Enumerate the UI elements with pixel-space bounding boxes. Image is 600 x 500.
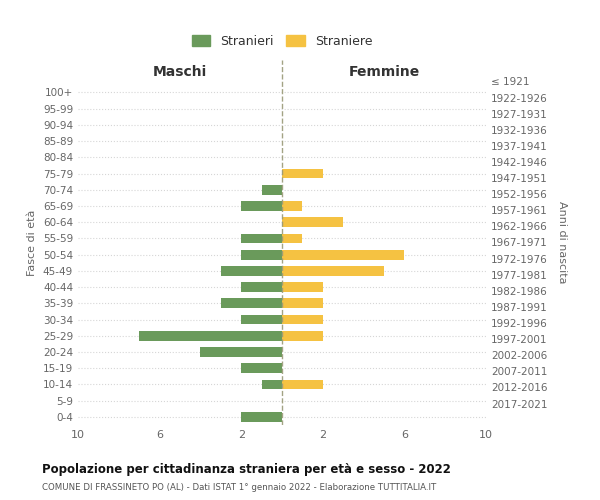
Text: Maschi: Maschi (153, 66, 207, 80)
Bar (241, 282, 282, 292)
Bar (200, 347, 282, 357)
Bar (221, 298, 282, 308)
Bar (241, 234, 282, 243)
Bar (282, 266, 384, 276)
Bar (282, 282, 323, 292)
Bar (139, 331, 282, 340)
Legend: Stranieri, Straniere: Stranieri, Straniere (187, 30, 377, 52)
Bar (241, 364, 282, 373)
Bar (282, 234, 302, 243)
Bar (282, 201, 302, 211)
Bar (282, 331, 323, 340)
Bar (262, 380, 282, 390)
Bar (241, 201, 282, 211)
Text: Femmine: Femmine (349, 66, 419, 80)
Bar (221, 266, 282, 276)
Y-axis label: Anni di nascita: Anni di nascita (557, 201, 567, 284)
Text: Popolazione per cittadinanza straniera per età e sesso - 2022: Popolazione per cittadinanza straniera p… (42, 462, 451, 475)
Bar (282, 298, 323, 308)
Bar (282, 218, 343, 227)
Bar (282, 250, 404, 260)
Bar (282, 380, 323, 390)
Bar (282, 168, 323, 178)
Bar (262, 185, 282, 194)
Bar (282, 314, 323, 324)
Text: COMUNE DI FRASSINETO PO (AL) - Dati ISTAT 1° gennaio 2022 - Elaborazione TUTTITA: COMUNE DI FRASSINETO PO (AL) - Dati ISTA… (42, 482, 436, 492)
Bar (241, 314, 282, 324)
Y-axis label: Fasce di età: Fasce di età (28, 210, 37, 276)
Bar (241, 412, 282, 422)
Bar (241, 250, 282, 260)
